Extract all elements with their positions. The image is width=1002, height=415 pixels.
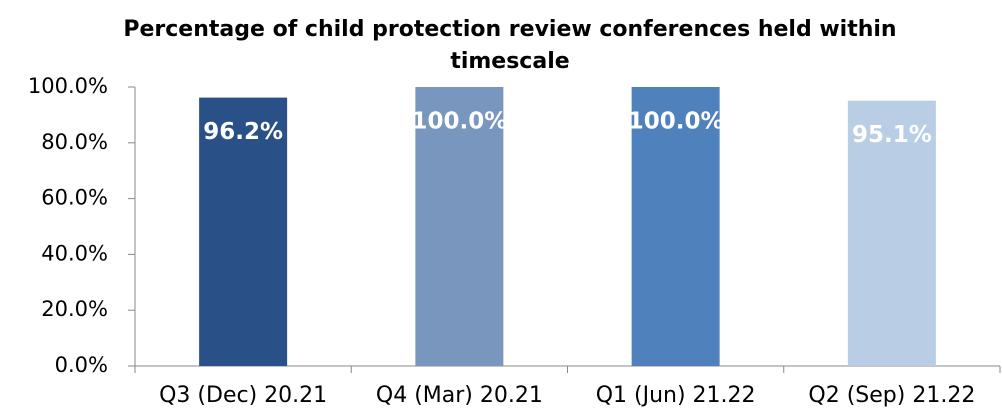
x-tick-label: Q1 (Jun) 21.22 [596,383,756,408]
bar [199,97,288,367]
bar [847,100,936,367]
value-label: 95.1% [852,122,932,148]
bar [415,87,504,366]
value-label: 100.0% [628,109,724,135]
y-tick-label: 40.0% [41,241,108,265]
y-tick-label: 20.0% [41,297,108,321]
y-tick-label: 60.0% [41,186,108,210]
y-tick-label: 80.0% [41,130,108,154]
chart-title: Percentage of child protection review co… [123,17,897,74]
value-label: 100.0% [411,109,507,135]
y-tick-label: 100.0% [28,74,108,98]
value-label: 96.2% [203,119,283,145]
x-tick-label: Q3 (Dec) 20.21 [159,383,327,408]
y-tick-label: 0.0% [55,353,108,377]
x-tick-label: Q2 (Sep) 21.22 [808,383,975,408]
bar [631,87,720,366]
x-tick-label: Q4 (Mar) 20.21 [376,383,543,408]
